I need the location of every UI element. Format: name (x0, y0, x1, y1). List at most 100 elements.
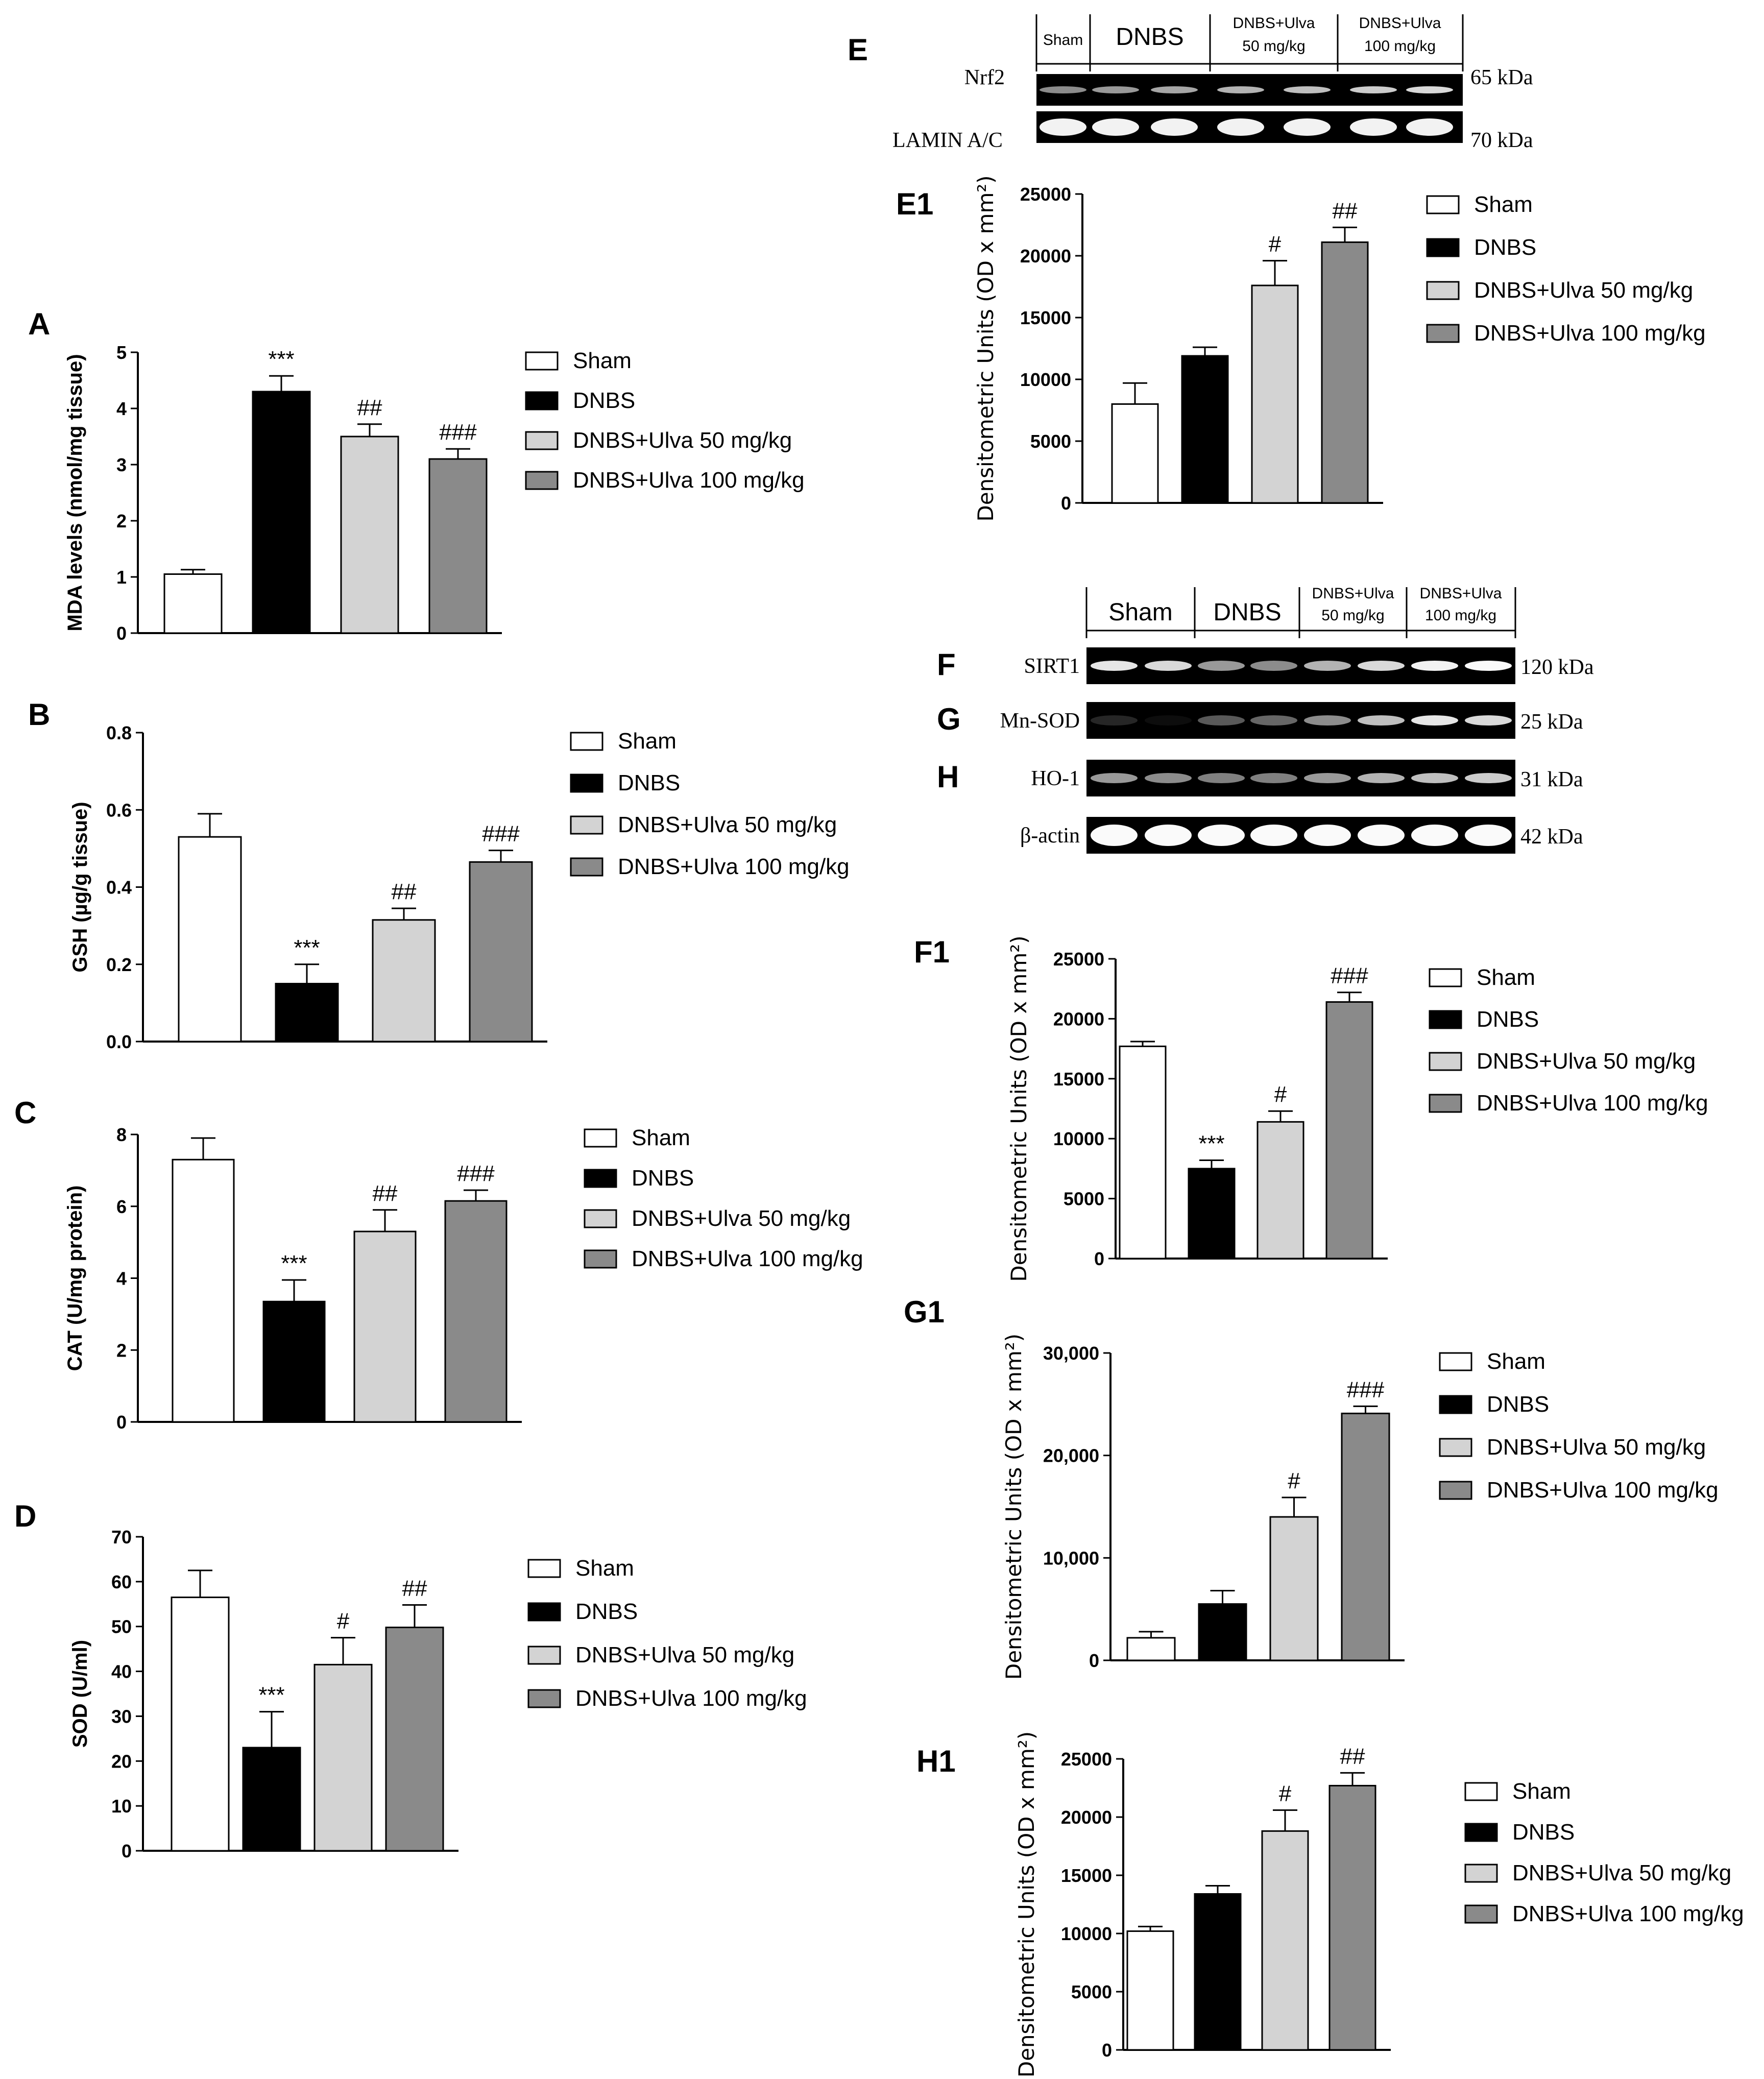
y-tick-label: 10 (111, 1796, 132, 1817)
blot-band (1406, 118, 1453, 136)
y-tick-label: 5 (116, 342, 127, 363)
significance-label: *** (258, 1683, 284, 1708)
legend-swatch (570, 857, 603, 877)
y-tick-label: 0 (1094, 1248, 1104, 1269)
legend-label: DNBS+Ulva 50 mg/kg (575, 1642, 794, 1667)
y-tick-label: 20000 (1053, 1008, 1104, 1029)
blot-band (1465, 715, 1512, 726)
lane-header: DNBS (1116, 23, 1183, 51)
blot-band (1465, 661, 1512, 671)
y-tick-label: 0 (122, 1841, 132, 1862)
y-tick-label: 4 (116, 1268, 127, 1289)
legend-label: DNBS+Ulva 100 mg/kg (632, 1246, 863, 1271)
y-tick-label: 8 (116, 1124, 127, 1145)
legend-label: DNBS+Ulva 100 mg/kg (1474, 321, 1706, 346)
legend-swatch (1464, 1823, 1498, 1842)
significance-label: # (1274, 1082, 1287, 1107)
y-tick-label: 10000 (1053, 1128, 1104, 1149)
legend-swatch (1439, 1438, 1472, 1457)
significance-label: *** (281, 1251, 307, 1276)
blot-band (1284, 86, 1331, 93)
y-tick-label: 5000 (1064, 1189, 1104, 1210)
legend-label: DNBS+Ulva 50 mg/kg (1477, 1049, 1696, 1074)
legend-label: DNBS (618, 770, 680, 795)
bar-1 (262, 1300, 326, 1423)
protein-label: Nrf2 (964, 66, 1005, 89)
blot-band (1406, 86, 1453, 93)
lane-header: DNBS+Ulva (1312, 585, 1394, 602)
blot-band (1092, 118, 1139, 136)
bar-1 (1188, 1168, 1236, 1260)
blot-band (1350, 86, 1397, 93)
significance-label: # (1269, 232, 1282, 257)
blot-band (1358, 825, 1405, 846)
y-tick-label: 15000 (1053, 1069, 1104, 1090)
y-tick-label: 5000 (1030, 431, 1071, 452)
lane-header: 100 mg/kg (1364, 38, 1436, 55)
panel-label: C (14, 1096, 36, 1130)
chart-e1: E1 0 5000 10000 15000 20000 25000 Densitometric… (896, 175, 1706, 521)
legend-swatch (1439, 1352, 1472, 1371)
legend-swatch (1426, 195, 1460, 214)
y-tick-label: 0 (1089, 1650, 1099, 1671)
blot-band (1358, 773, 1405, 783)
bar-1 (252, 391, 311, 634)
blot-band (1198, 825, 1245, 846)
bar-2 (1269, 1516, 1319, 1661)
legend-label: DNBS+Ulva 100 mg/kg (1512, 1901, 1744, 1926)
significance-label: *** (1198, 1131, 1224, 1156)
y-axis-title: GSH (µg/g tissue) (69, 802, 91, 972)
bar-1 (275, 983, 339, 1043)
y-tick-label: 1 (116, 567, 127, 588)
blot-band (1217, 86, 1264, 93)
bar-3 (428, 458, 488, 634)
blot-fgh: Sham DNBS DNBS+Ulva 50 mg/kg DNBS+Ulva 100 mg… (937, 585, 1594, 854)
lane-header: DNBS (1213, 599, 1281, 626)
y-tick-label: 2 (116, 511, 127, 531)
bar-3 (444, 1200, 508, 1423)
legend-label: DNBS+Ulva 50 mg/kg (1474, 278, 1693, 303)
legend-swatch (584, 1209, 617, 1228)
legend-swatch (584, 1128, 617, 1148)
y-tick-label: 25000 (1020, 184, 1071, 205)
y-tick-label: 3 (116, 454, 127, 475)
blot-band (1145, 715, 1192, 726)
blot-band (1151, 86, 1198, 93)
lane-header: DNBS+Ulva (1359, 15, 1441, 32)
bar-1 (242, 1747, 301, 1852)
bar-2 (313, 1663, 373, 1852)
panel-label: F1 (914, 935, 950, 969)
protein-label: Mn-SOD (1000, 709, 1080, 733)
protein-label: β-actin (1020, 824, 1080, 848)
lane-header: 50 mg/kg (1321, 607, 1384, 624)
legend-swatch (584, 1249, 617, 1269)
bar-0 (1126, 1637, 1176, 1661)
y-tick-label: 5000 (1071, 1981, 1112, 2002)
y-tick-label: 0.0 (106, 1031, 132, 1052)
significance-label: ### (1331, 963, 1368, 988)
legend-swatch (1429, 1010, 1462, 1029)
legend-swatch (525, 471, 559, 490)
bar-1 (1194, 1893, 1242, 2051)
kda-label: 120 kDa (1520, 656, 1594, 679)
legend-swatch (525, 431, 559, 450)
y-tick-label: 4 (116, 398, 127, 419)
lane-header: Sham (1043, 32, 1083, 49)
lane-header: DNBS+Ulva (1233, 15, 1315, 32)
legend-swatch (527, 1559, 561, 1578)
legend-swatch (570, 732, 603, 751)
y-tick-label: 6 (116, 1196, 127, 1217)
blot-band (1145, 773, 1192, 783)
legend-swatch (527, 1689, 561, 1708)
significance-label: ### (1347, 1377, 1385, 1402)
blot-band (1040, 118, 1086, 136)
y-tick-label: 0 (1061, 493, 1071, 514)
blot-band (1465, 773, 1512, 783)
significance-label: ## (402, 1576, 427, 1601)
significance-label: ## (357, 395, 382, 420)
blot-band (1284, 118, 1331, 136)
blot-band (1304, 715, 1351, 726)
significance-label: # (337, 1609, 350, 1634)
